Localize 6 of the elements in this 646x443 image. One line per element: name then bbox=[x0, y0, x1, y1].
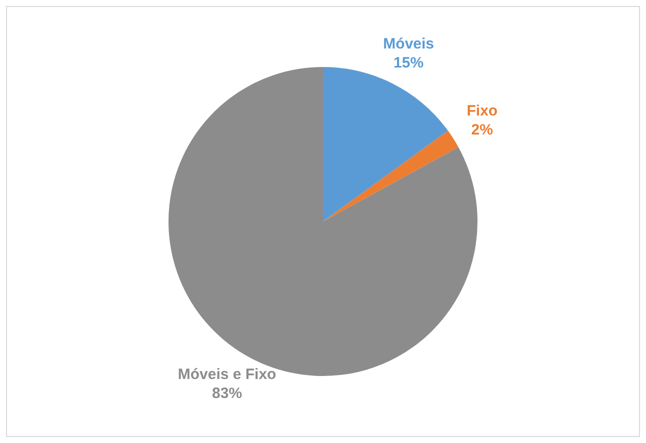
data-label: 83% bbox=[212, 384, 242, 402]
slice-label: Móveis bbox=[383, 36, 434, 53]
slice-label: Fixo bbox=[466, 102, 498, 120]
data-label: 2% bbox=[471, 122, 493, 139]
slice-label: Móveis e Fixo bbox=[178, 366, 276, 383]
data-label: 15% bbox=[394, 54, 424, 72]
